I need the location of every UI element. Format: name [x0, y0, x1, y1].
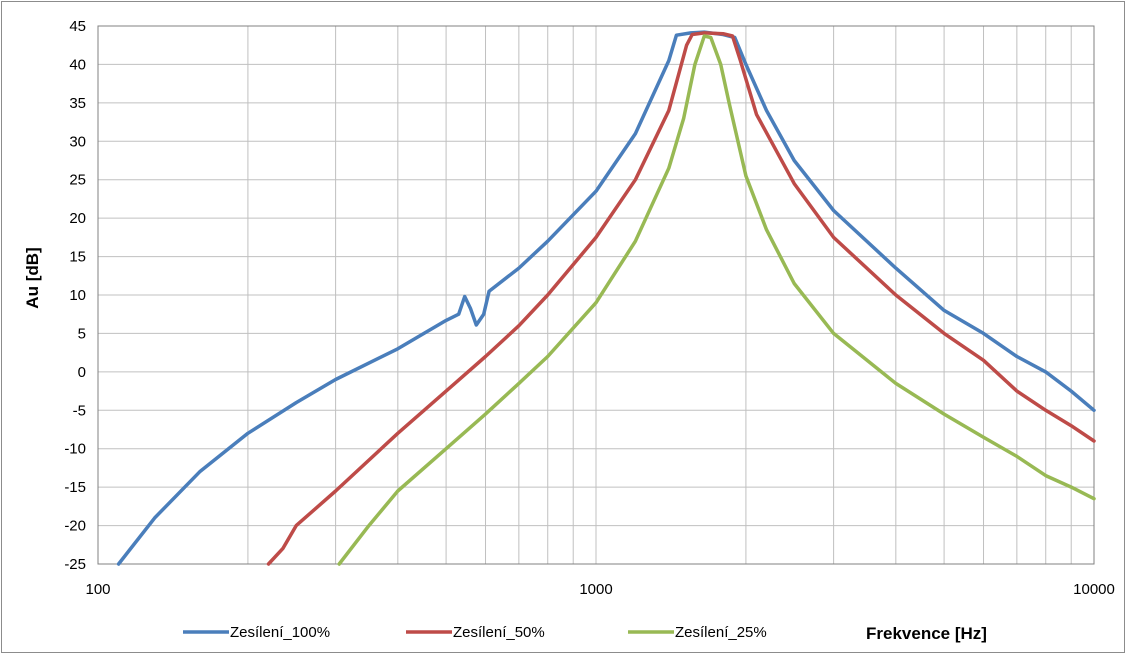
legend-label-2: Zesílení_50%	[453, 624, 545, 641]
y-tick-label: 20	[69, 210, 86, 227]
series-line-3	[337, 34, 1096, 566]
x-tick-label: 100	[85, 581, 110, 598]
y-axis-title: Au [dB]	[23, 247, 42, 308]
y-tick-label: -5	[73, 402, 86, 419]
y-tick-label: 45	[69, 18, 86, 35]
y-tick-label: 35	[69, 95, 86, 112]
series-lines	[116, 30, 1096, 566]
y-tick-label: 30	[69, 133, 86, 150]
y-tick-label: 15	[69, 249, 86, 266]
y-tick-label: 5	[78, 325, 86, 342]
y-tick-label: 0	[78, 364, 86, 381]
y-tick-label: -10	[64, 441, 86, 458]
gridlines	[98, 26, 1094, 564]
series-line-1	[116, 30, 1096, 566]
x-tick-labels: 100 1000 10000	[85, 581, 1114, 598]
y-tick-label: 40	[69, 56, 86, 73]
legend-label-3: Zesílení_25%	[675, 624, 767, 641]
y-tick-label: -15	[64, 479, 86, 496]
y-tick-label: -20	[64, 518, 86, 535]
series-line-2	[266, 31, 1096, 566]
x-axis-title: Frekvence [Hz]	[866, 624, 987, 643]
legend-label-1: Zesílení_100%	[230, 624, 330, 641]
legend: Zesílení_100% Zesílení_50% Zesílení_25%	[183, 624, 767, 641]
x-tick-label: 10000	[1073, 581, 1115, 598]
y-tick-label: 10	[69, 287, 86, 304]
plot-border-rect	[97, 25, 1095, 565]
y-tick-labels: 45 40 35 30 25 20 15 10 5 0 -5 -10 -15 -20 -25	[64, 18, 86, 573]
y-tick-label: -25	[64, 556, 86, 573]
x-tick-label: 1000	[579, 581, 612, 598]
y-tick-label: 25	[69, 172, 86, 189]
plot-area-border	[97, 25, 1095, 565]
